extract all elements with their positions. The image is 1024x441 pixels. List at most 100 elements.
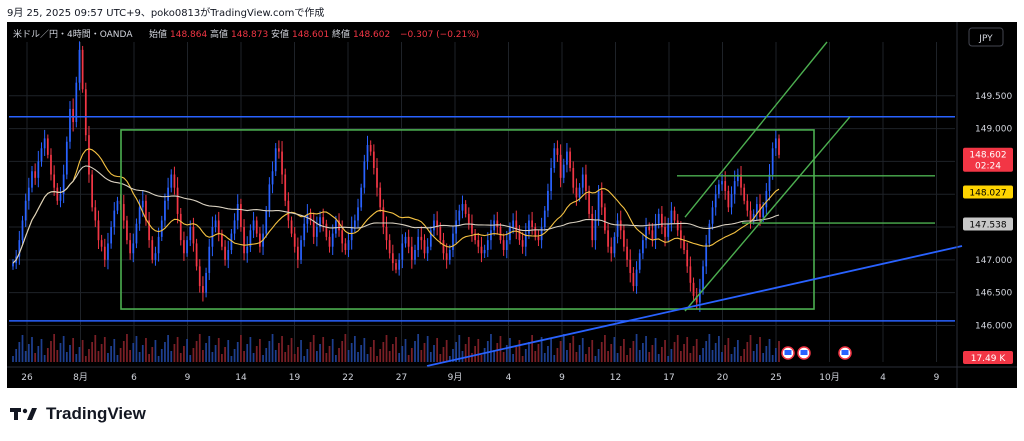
candle-body xyxy=(534,227,537,237)
volume-bar xyxy=(581,338,584,362)
candle-body xyxy=(205,272,207,293)
volume-bar xyxy=(40,339,43,362)
footer-brand[interactable]: TradingView xyxy=(10,404,146,424)
volume-bar xyxy=(645,336,647,362)
time-tick-label: 27 xyxy=(396,373,407,383)
candle-body xyxy=(186,240,188,254)
candle-body xyxy=(591,213,594,241)
volume-bar xyxy=(382,342,385,362)
candle-body xyxy=(553,148,556,168)
candle-body xyxy=(562,164,565,178)
volume-bar xyxy=(619,346,622,362)
candle-body xyxy=(664,227,666,237)
volume-bar xyxy=(654,338,657,362)
open-value: 148.864 xyxy=(170,30,207,40)
volume-bar xyxy=(673,342,676,362)
volume-bar xyxy=(338,348,340,362)
price-label-badge xyxy=(963,147,1013,172)
volume-bar xyxy=(350,343,353,362)
volume-label-text: 17.49 K xyxy=(971,354,1007,364)
volume-bar xyxy=(743,349,746,362)
chart-caption: 9月 25, 2025 09:57 UTC+9、poko0813がTrading… xyxy=(7,8,325,19)
volume-bar xyxy=(708,334,711,362)
price-chart[interactable]: 149.500149.000148.500148.000147.500147.0… xyxy=(7,22,1017,388)
candle-body xyxy=(407,236,410,247)
volume-bar xyxy=(303,356,306,362)
volume-bar xyxy=(195,341,198,362)
candle-body xyxy=(458,210,461,221)
volume-bar xyxy=(246,344,249,362)
candle-body xyxy=(588,190,590,214)
volume-bar xyxy=(353,336,356,362)
candle-body xyxy=(727,190,730,208)
volume-bar xyxy=(692,346,695,362)
candle-body xyxy=(667,223,670,237)
event-flag-fill xyxy=(800,350,808,355)
volume-bar xyxy=(236,342,239,362)
volume-bar xyxy=(88,349,90,362)
candle-body xyxy=(265,210,268,234)
volume-bar xyxy=(467,337,470,362)
volume-bar xyxy=(309,342,312,362)
candle-body xyxy=(547,190,549,211)
candle-body xyxy=(746,200,749,211)
volume-bar xyxy=(543,353,546,362)
candle-body xyxy=(129,240,131,254)
volume-bar xyxy=(493,350,495,362)
volume-bar xyxy=(186,339,188,362)
volume-bar xyxy=(274,350,277,362)
candle-body xyxy=(91,174,94,208)
candle-body xyxy=(642,240,644,254)
candle-body xyxy=(670,210,673,224)
candle-body xyxy=(312,220,315,237)
volume-bar xyxy=(774,348,777,362)
volume-bar xyxy=(452,349,454,362)
volume-bar xyxy=(721,352,723,362)
volume-bar xyxy=(56,350,59,362)
candle-body xyxy=(341,230,344,244)
candle-body xyxy=(452,233,454,250)
candle-body xyxy=(43,138,46,149)
candle-body xyxy=(198,266,201,287)
candle-body xyxy=(512,220,514,228)
candle-body xyxy=(132,243,135,254)
candle-body xyxy=(550,167,552,191)
candle-body xyxy=(243,227,245,254)
moving-average-fast xyxy=(12,148,780,264)
candle-body xyxy=(271,171,274,185)
volume-bar xyxy=(75,354,78,362)
volume-bar xyxy=(135,336,138,362)
volume-bar xyxy=(211,352,214,362)
candle-body xyxy=(126,220,128,241)
chart-frame[interactable]: 149.500149.000148.500148.000147.500147.0… xyxy=(7,22,1017,388)
candle-body xyxy=(736,174,739,182)
volume-bar xyxy=(126,334,128,362)
candle-body xyxy=(496,220,499,228)
volume-bar xyxy=(265,348,268,362)
currency-button[interactable]: JPY xyxy=(968,27,1004,47)
candle-body xyxy=(176,187,179,214)
candle-body xyxy=(528,220,530,234)
candle-body xyxy=(683,240,685,250)
candle-body xyxy=(122,204,125,221)
volume-bar xyxy=(328,346,331,362)
volume-bar xyxy=(198,334,201,362)
candle-body xyxy=(97,220,100,241)
volume-bar xyxy=(648,352,651,362)
candle-body xyxy=(75,82,78,123)
volume-bar xyxy=(312,335,315,362)
candle-body xyxy=(410,246,413,260)
candle-body xyxy=(730,194,733,208)
candle-body xyxy=(255,220,258,234)
event-flag-fill xyxy=(841,350,849,355)
candle-body xyxy=(695,295,698,303)
volume-bar xyxy=(417,334,420,362)
time-tick-label: 19 xyxy=(289,373,301,383)
volume-bar xyxy=(762,353,765,362)
volume-bar xyxy=(733,347,736,362)
candle-body xyxy=(417,236,420,250)
volume-bar xyxy=(391,344,394,362)
candle-body xyxy=(151,240,154,260)
candle-body xyxy=(429,230,432,247)
candle-body xyxy=(179,213,182,241)
